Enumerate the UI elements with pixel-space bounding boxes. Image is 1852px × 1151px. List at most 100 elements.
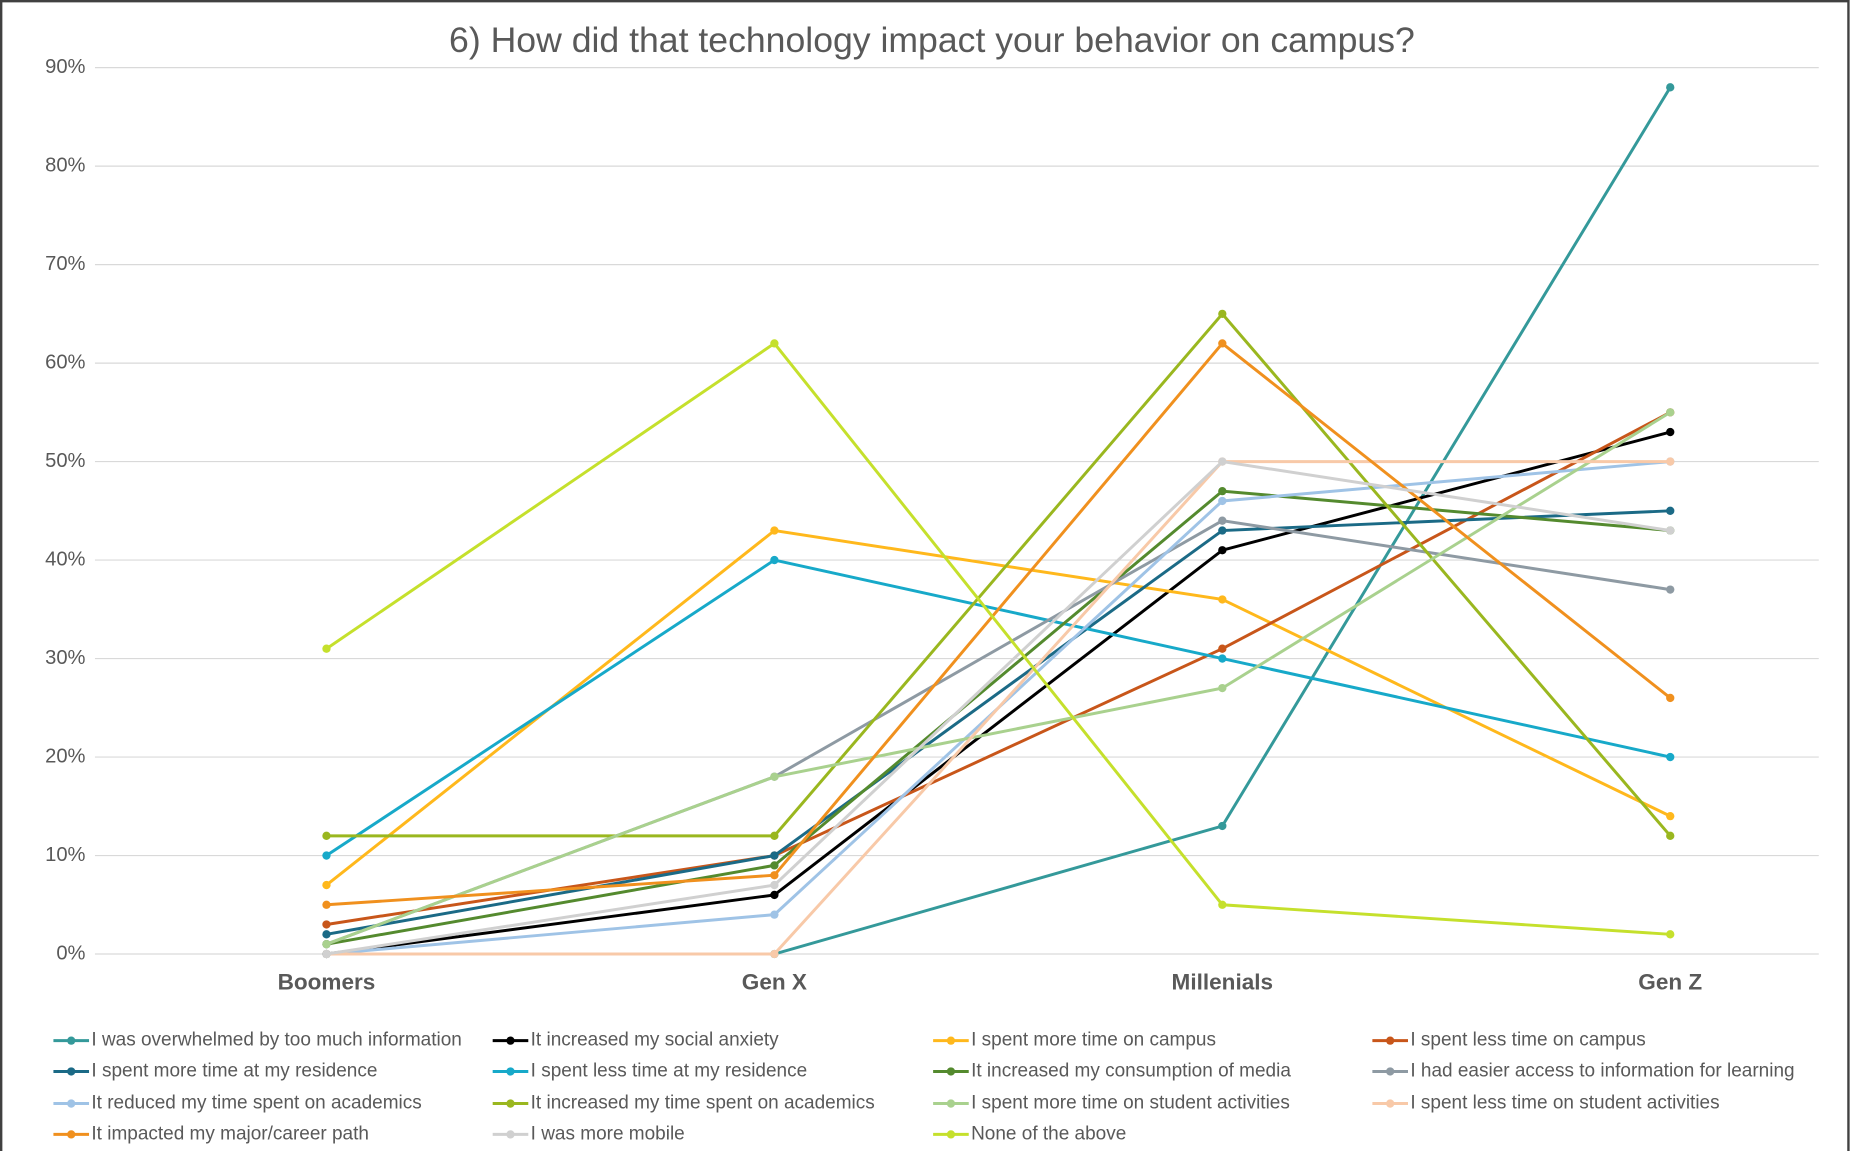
data-point — [1218, 457, 1227, 466]
series-line — [326, 489, 1671, 946]
data-point — [1666, 811, 1675, 821]
data-point — [770, 831, 779, 840]
x-tick-label: Gen X — [742, 970, 807, 995]
y-tick-label: 80% — [45, 154, 85, 176]
legend-marker — [1386, 1099, 1395, 1108]
legend-marker — [1386, 1036, 1395, 1045]
legend-marker — [506, 1099, 515, 1108]
y-tick-label: 60% — [45, 351, 85, 373]
data-point — [1218, 546, 1227, 555]
legend-marker — [1386, 1067, 1395, 1076]
data-point — [770, 890, 779, 900]
y-tick-label: 20% — [45, 745, 85, 767]
legend-marker — [946, 1099, 956, 1108]
data-point — [1218, 683, 1227, 693]
legend-marker — [67, 1067, 76, 1076]
legend-label: It increased my consumption of media — [971, 1061, 1291, 1082]
legend-label: I spent more time on student activities — [971, 1093, 1290, 1114]
data-point — [322, 920, 331, 929]
series-line — [326, 460, 1671, 956]
data-point — [1218, 339, 1227, 348]
data-point — [1666, 693, 1675, 703]
legend-label: It increased my time spent on academics — [531, 1093, 875, 1114]
legend-label: I had easier access to information for l… — [1410, 1061, 1794, 1082]
legend-marker — [506, 1130, 515, 1139]
data-point — [1218, 595, 1227, 604]
series-line — [326, 341, 1672, 907]
y-tick-label: 70% — [45, 253, 85, 275]
data-point — [322, 644, 331, 653]
data-point — [1218, 821, 1227, 831]
legend-marker — [506, 1067, 515, 1076]
data-point — [1218, 526, 1227, 535]
data-point — [322, 949, 331, 959]
data-point — [1666, 752, 1675, 762]
data-point — [770, 861, 779, 870]
data-point — [322, 940, 331, 949]
legend-marker — [946, 1130, 956, 1139]
y-tick-label: 0% — [56, 942, 85, 964]
data-point — [770, 949, 779, 959]
data-point — [770, 526, 779, 535]
x-tick-label: Boomers — [278, 970, 376, 995]
legend-marker — [67, 1130, 76, 1139]
legend-marker — [946, 1067, 956, 1076]
legend-marker — [506, 1036, 515, 1045]
data-point — [770, 871, 779, 880]
data-point — [1666, 427, 1675, 437]
legend-marker — [67, 1036, 76, 1045]
x-tick-label: Millenials — [1172, 970, 1274, 995]
data-point — [1666, 930, 1675, 939]
data-point — [1218, 644, 1227, 653]
legend-label: I spent more time at my residence — [91, 1061, 377, 1082]
data-point — [322, 851, 331, 860]
legend-marker — [67, 1099, 76, 1108]
legend-label: I spent less time at my residence — [531, 1061, 808, 1082]
y-tick-label: 40% — [45, 548, 85, 570]
data-point — [1218, 900, 1227, 909]
data-point — [1218, 654, 1227, 663]
x-tick-label: Gen Z — [1638, 970, 1702, 995]
legend-label: I spent more time on campus — [971, 1030, 1216, 1051]
data-point — [770, 772, 779, 781]
series-line — [325, 341, 1671, 936]
series-line — [326, 430, 1671, 956]
data-point — [1218, 486, 1227, 496]
data-point — [770, 339, 779, 348]
series-line — [326, 311, 1672, 838]
series-line — [325, 411, 1672, 946]
data-point — [1666, 457, 1675, 466]
legend-marker — [946, 1036, 956, 1045]
data-point — [770, 880, 779, 890]
data-point — [1666, 83, 1675, 92]
y-tick-label: 90% — [45, 56, 85, 78]
legend-label: I was more mobile — [531, 1123, 685, 1144]
y-tick-label: 30% — [45, 647, 85, 669]
y-tick-label: 10% — [45, 844, 85, 866]
data-point — [1218, 309, 1227, 319]
series-line — [326, 460, 1671, 956]
legend-label: None of the above — [971, 1123, 1126, 1144]
data-point — [770, 851, 779, 860]
legend-label: I spent less time on campus — [1410, 1030, 1645, 1051]
data-point — [1666, 831, 1675, 840]
chart-title: 6) How did that technology impact your b… — [449, 20, 1415, 60]
data-point — [1666, 526, 1675, 535]
data-point — [322, 831, 331, 840]
data-point — [1218, 516, 1227, 525]
legend-label: It reduced my time spent on academics — [91, 1093, 421, 1114]
legend-label: It increased my social anxiety — [531, 1030, 780, 1051]
legend-label: I was overwhelmed by too much informatio… — [91, 1030, 461, 1051]
data-point — [1666, 506, 1675, 515]
data-point — [322, 930, 331, 939]
data-point — [770, 555, 779, 565]
data-point — [322, 900, 331, 909]
legend-label: It impacted my major/career path — [91, 1123, 369, 1144]
data-point — [1666, 585, 1675, 594]
data-point — [322, 880, 331, 890]
data-point — [770, 910, 779, 919]
data-point — [1218, 496, 1227, 506]
data-point — [1666, 408, 1675, 417]
